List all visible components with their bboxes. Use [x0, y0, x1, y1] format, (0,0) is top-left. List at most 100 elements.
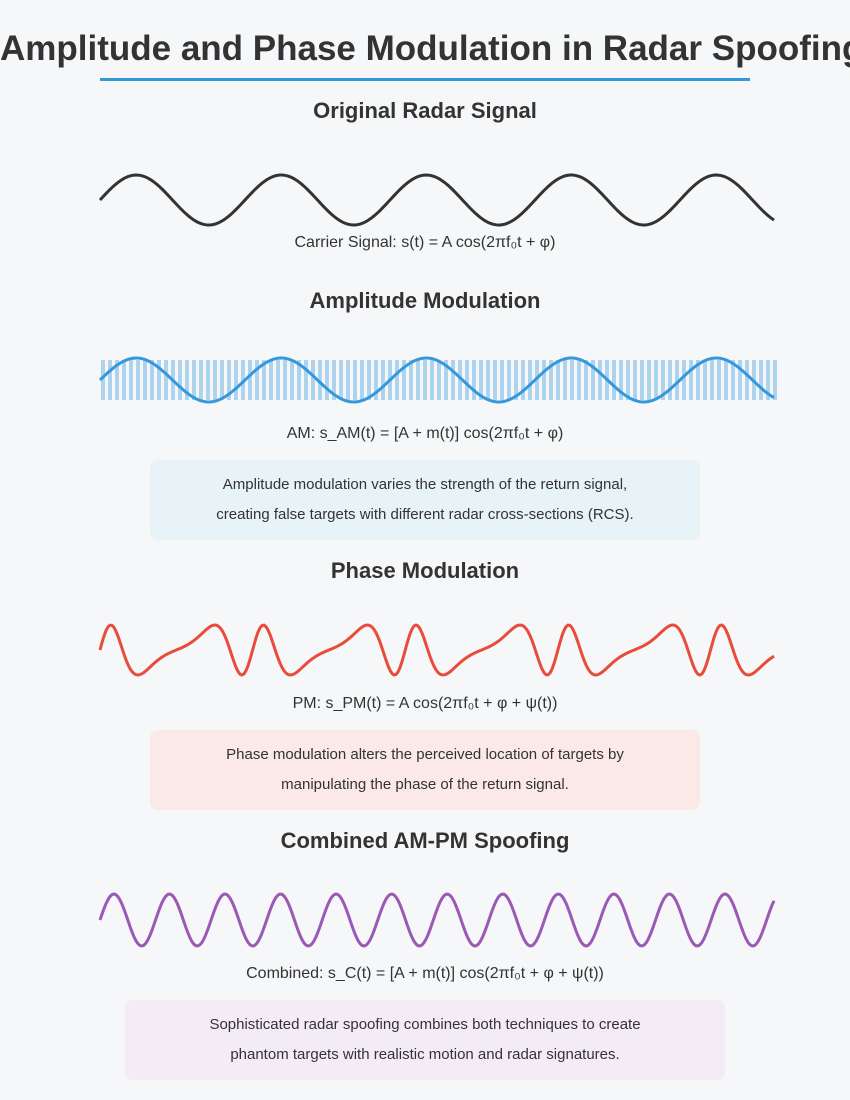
am-bar	[122, 360, 126, 400]
am-bar	[430, 360, 434, 400]
am-bar	[696, 360, 700, 400]
am-bar	[521, 360, 525, 400]
section-title-pm: Phase Modulation	[330, 558, 520, 583]
am-bar	[157, 360, 161, 400]
title-underline	[100, 78, 750, 81]
am-bar	[339, 360, 343, 400]
am-bar	[437, 360, 441, 400]
am-bar	[556, 360, 560, 400]
am-bar	[248, 360, 252, 400]
am-bar	[465, 360, 469, 400]
am-bar	[451, 360, 455, 400]
am-bar	[423, 360, 427, 400]
am-bar	[213, 360, 217, 400]
am-bar	[731, 360, 735, 400]
am-note: Amplitude modulation varies the strength…	[150, 460, 700, 540]
am-bar	[367, 360, 371, 400]
pm-note-line-1: Phase modulation alters the perceived lo…	[226, 746, 624, 763]
am-bar	[640, 360, 644, 400]
am-bar	[584, 360, 588, 400]
am-bar	[444, 360, 448, 400]
am-bar	[346, 360, 350, 400]
am-bar	[500, 360, 504, 400]
am-bar	[164, 360, 168, 400]
am-bar	[675, 360, 679, 400]
am-bar	[402, 360, 406, 400]
am-bar	[668, 360, 672, 400]
am-bar	[717, 360, 721, 400]
am-bar	[276, 360, 280, 400]
am-wave-path	[98, 356, 775, 404]
am-bar	[528, 360, 532, 400]
am-bar	[304, 360, 308, 400]
pm-note-line-2: manipulating the phase of the return sig…	[281, 776, 569, 793]
am-bar	[409, 360, 413, 400]
am-bar	[458, 360, 462, 400]
am-bar	[192, 360, 196, 400]
combined-note-line-1: Sophisticated radar spoofing combines bo…	[209, 1016, 641, 1033]
am-bar	[724, 360, 728, 400]
am-bar	[374, 360, 378, 400]
am-bar	[619, 360, 623, 400]
am-note-line-1: Amplitude modulation varies the strength…	[222, 476, 628, 493]
am-bar	[633, 360, 637, 400]
am-bar	[416, 360, 420, 400]
am-bar	[108, 360, 112, 400]
am-bar	[773, 360, 777, 400]
section-title-combined: Combined AM-PM Spoofing	[280, 828, 570, 853]
am-bar	[311, 360, 315, 400]
am-bar	[185, 360, 189, 400]
carrier-formula: Carrier Signal: s(t) = A cos(2πf₀t + φ)	[294, 234, 556, 251]
am-bar	[647, 360, 651, 400]
combined-wave	[98, 892, 776, 948]
combined-wave-path	[98, 892, 776, 948]
am-bar	[220, 360, 224, 400]
combined-note-line-2: phantom targets with realistic motion an…	[230, 1046, 620, 1063]
am-bar	[290, 360, 294, 400]
am-modulation-bars	[101, 360, 777, 400]
pm-formula: PM: s_PM(t) = A cos(2πf₀t + φ + ψ(t))	[292, 695, 558, 712]
am-bar	[661, 360, 665, 400]
am-bar	[129, 360, 133, 400]
am-formula: AM: s_AM(t) = [A + m(t)] cos(2πf₀t + φ)	[286, 425, 564, 442]
am-bar	[178, 360, 182, 400]
section-title-am: Amplitude Modulation	[309, 288, 541, 313]
pm-wave	[98, 623, 775, 677]
am-bar	[577, 360, 581, 400]
am-bar	[143, 360, 147, 400]
am-bar	[710, 360, 714, 400]
am-bar	[507, 360, 511, 400]
am-bar	[262, 360, 266, 400]
am-bar	[297, 360, 301, 400]
am-bar	[563, 360, 567, 400]
am-bar	[318, 360, 322, 400]
am-bar	[549, 360, 553, 400]
am-bar	[514, 360, 518, 400]
am-bar	[395, 360, 399, 400]
am-bar	[759, 360, 763, 400]
am-bar	[234, 360, 238, 400]
carrier-wave	[98, 173, 775, 227]
am-bar	[766, 360, 770, 400]
am-bar	[612, 360, 616, 400]
pm-wave-path	[98, 623, 775, 677]
am-bar	[283, 360, 287, 400]
am-bar	[360, 360, 364, 400]
am-bar	[136, 360, 140, 400]
am-wave	[98, 356, 777, 404]
am-bar	[570, 360, 574, 400]
am-bar	[745, 360, 749, 400]
combined-note: Sophisticated radar spoofing combines bo…	[125, 1000, 725, 1080]
am-bar	[479, 360, 483, 400]
am-bar	[332, 360, 336, 400]
section-title-original: Original Radar Signal	[313, 98, 537, 123]
am-bar	[325, 360, 329, 400]
am-bar	[381, 360, 385, 400]
am-bar	[101, 360, 105, 400]
page-title: Amplitude and Phase Modulation in Radar …	[0, 29, 850, 68]
am-bar	[493, 360, 497, 400]
am-bar	[689, 360, 693, 400]
am-bar	[626, 360, 630, 400]
am-bar	[542, 360, 546, 400]
am-bar	[472, 360, 476, 400]
